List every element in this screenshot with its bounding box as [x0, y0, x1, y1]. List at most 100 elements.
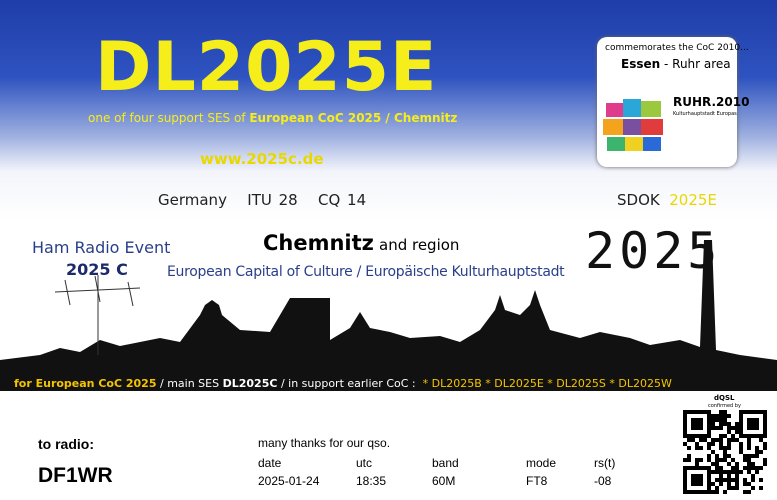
qr-module	[699, 482, 703, 486]
qr-module	[763, 458, 767, 462]
qr-module	[695, 466, 699, 470]
qr-module	[695, 478, 699, 482]
qr-module	[763, 446, 767, 450]
qr-module	[707, 446, 711, 450]
city-suffix: and region	[379, 236, 460, 254]
qr-module	[715, 470, 719, 474]
qr-module	[743, 478, 747, 482]
qr-module	[759, 438, 763, 442]
qr-module	[739, 434, 743, 438]
qr-module	[727, 422, 731, 426]
qr-module	[735, 486, 739, 490]
qr-module	[747, 426, 751, 430]
qr-module	[711, 482, 715, 486]
qr-module	[731, 478, 735, 482]
qr-module	[719, 410, 723, 414]
qr-module	[699, 434, 703, 438]
qr-module	[723, 418, 727, 422]
qr-module	[707, 454, 711, 458]
subtitle: one of four support SES of European CoC …	[88, 111, 457, 125]
qr-module	[699, 438, 703, 442]
event: Ham Radio Event	[32, 238, 171, 257]
strip-part5: * DL2025B * DL2025E * DL2025S * DL2025W	[422, 377, 672, 390]
qr-module	[695, 442, 699, 446]
antenna	[54, 275, 141, 355]
qr-module	[727, 470, 731, 474]
qr-module	[727, 430, 731, 434]
qr-module	[719, 442, 723, 446]
qr-module	[755, 418, 759, 422]
sdok-label: SDOK	[617, 191, 660, 209]
qr-module	[695, 418, 699, 422]
qr-module	[707, 430, 711, 434]
qr-module	[751, 422, 755, 426]
qr-module	[739, 442, 743, 446]
qr-module	[687, 466, 691, 470]
country: Germany	[158, 191, 227, 209]
qr-module	[727, 438, 731, 442]
dqsl-title: dQSL	[714, 394, 735, 402]
qr-module	[723, 434, 727, 438]
qr-module	[695, 458, 699, 462]
callsign: DL2025E	[95, 28, 438, 107]
qr-module	[715, 454, 719, 458]
qr-module	[683, 426, 687, 430]
qr-module	[707, 442, 711, 446]
qr-module	[747, 482, 751, 486]
qr-module	[743, 410, 747, 414]
qr-module	[731, 458, 735, 462]
qr-module	[763, 414, 767, 418]
qr-module	[727, 486, 731, 490]
qr-code	[683, 410, 767, 494]
qr-module	[751, 466, 755, 470]
qr-module	[759, 450, 763, 454]
qr-module	[763, 442, 767, 446]
qr-module	[723, 478, 727, 482]
qr-module	[719, 482, 723, 486]
qr-module	[683, 486, 687, 490]
qr-module	[691, 466, 695, 470]
location-line: Germany ITU 28 CQ 14	[158, 191, 366, 209]
qr-module	[735, 462, 739, 466]
qr-module	[759, 478, 763, 482]
qr-module	[699, 466, 703, 470]
qr-module	[739, 446, 743, 450]
qr-module	[723, 490, 727, 494]
qr-module	[739, 414, 743, 418]
qr-module	[719, 466, 723, 470]
qr-module	[735, 478, 739, 482]
qr-module	[711, 414, 715, 418]
strip-part1: for European CoC 2025	[14, 377, 157, 390]
qr-module	[711, 450, 715, 454]
qr-module	[707, 470, 711, 474]
qr-module	[711, 490, 715, 494]
badge-region: - Ruhr area	[664, 57, 731, 71]
qr-module	[727, 454, 731, 458]
qr-module	[707, 426, 711, 430]
support-strip: for European CoC 2025 / main SES DL2025C…	[0, 376, 777, 391]
qr-module	[755, 434, 759, 438]
qr-module	[703, 438, 707, 442]
qr-module	[747, 454, 751, 458]
qr-module	[727, 446, 731, 450]
url: www.2025c.de	[200, 150, 324, 168]
qr-module	[695, 462, 699, 466]
qr-module	[751, 454, 755, 458]
qr-module	[723, 414, 727, 418]
qso-value: -08	[594, 474, 612, 488]
qr-module	[715, 462, 719, 466]
qr-module	[687, 410, 691, 414]
qr-module	[735, 470, 739, 474]
qr-module	[719, 418, 723, 422]
subtitle-plain: one of four support SES of	[88, 111, 246, 125]
qr-module	[695, 426, 699, 430]
qr-module	[707, 422, 711, 426]
thanks: many thanks for our qso.	[258, 436, 391, 450]
qr-module	[731, 438, 735, 442]
qso-value: FT8	[526, 474, 548, 488]
qr-module	[751, 426, 755, 430]
qr-module	[711, 470, 715, 474]
qr-module	[723, 458, 727, 462]
qr-module	[759, 466, 763, 470]
qr-module	[711, 426, 715, 430]
